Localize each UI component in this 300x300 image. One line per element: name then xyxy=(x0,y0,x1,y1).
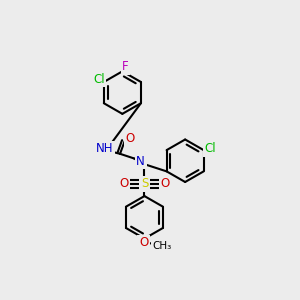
Text: S: S xyxy=(141,177,148,190)
Text: O: O xyxy=(125,132,134,145)
Text: NH: NH xyxy=(96,142,113,155)
Text: F: F xyxy=(122,60,129,73)
Text: O: O xyxy=(160,177,169,190)
Text: CH₃: CH₃ xyxy=(152,241,172,251)
Text: Cl: Cl xyxy=(93,73,105,86)
Text: O: O xyxy=(120,177,129,190)
Text: Cl: Cl xyxy=(204,142,216,155)
Text: N: N xyxy=(136,155,145,168)
Text: O: O xyxy=(139,236,148,250)
